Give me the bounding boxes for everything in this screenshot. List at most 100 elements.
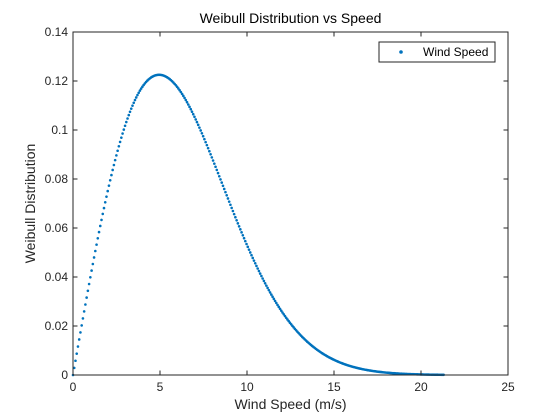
axes [72,31,509,376]
data-point [210,156,214,159]
data-point [183,96,186,100]
data-point [229,203,232,207]
data-point [127,113,131,117]
data-point [131,104,134,107]
data-point [75,352,79,355]
data-point [214,165,217,169]
data-point [248,251,252,254]
data-point [206,146,210,150]
data-point [81,317,85,320]
data-point [182,94,185,98]
data-point [257,269,261,273]
legend: Wind Speed [378,41,496,63]
y-tick-label: 0.12 [45,74,69,88]
data-point [117,144,121,148]
data-point [230,206,233,210]
data-point [136,93,139,97]
data-point [186,103,190,106]
data-point [180,92,184,96]
data-point [184,98,188,102]
data-point [98,224,102,228]
legend-label: Wind Speed [423,45,488,59]
x-axis-label: Wind Speed (m/s) [234,396,346,412]
x-tick-label: 25 [501,380,515,394]
data-point [273,299,277,303]
data-point [189,107,193,111]
data-point [80,324,83,327]
data-point [194,118,198,121]
data-point [258,272,262,275]
data-point [219,178,222,181]
x-tick-label: 0 [70,380,77,394]
data-point [242,236,246,240]
data-point [134,96,138,99]
data-point [129,107,133,110]
data-point [85,296,88,299]
data-point [272,297,276,301]
data-point [76,345,80,348]
y-tick-label: 0.06 [45,221,69,235]
data-point [188,105,191,109]
data-point [120,136,123,139]
data-point [116,149,119,153]
data-point [211,159,215,162]
data-point [203,137,206,141]
x-tick-label: 15 [327,380,341,394]
data-point [126,117,129,120]
data-point [79,331,82,334]
data-point [106,189,110,193]
data-point [138,89,142,92]
data-point [96,237,100,240]
data-point [267,288,271,292]
data-point [262,279,266,283]
data-point [208,149,211,153]
data-point [100,218,103,222]
plot-area [73,32,508,375]
data-point [90,269,93,272]
data-point [234,215,237,219]
data-point [125,120,128,124]
data-point [185,100,189,104]
data-point [245,242,248,246]
data-point [201,134,205,138]
data-point [84,303,87,306]
data-point [199,129,202,132]
data-point [274,301,278,305]
data-point [195,120,199,124]
data-point [118,140,122,144]
data-point [89,275,92,279]
data-point [128,110,132,114]
data-point [220,181,224,184]
data-point [252,259,256,262]
data-point [260,274,263,278]
data-point [221,184,225,188]
data-point [92,256,96,259]
data-point [86,289,90,293]
data-point [222,187,226,191]
data-point [271,295,274,299]
data-point [205,143,209,147]
data-point [239,228,242,231]
y-tick-label: 0.08 [45,172,69,186]
data-point [236,222,240,225]
data-point [82,310,86,313]
data-point [91,262,95,266]
data-point [251,256,255,260]
data-point [105,195,108,198]
x-tick-label: 5 [157,380,164,394]
data-points [71,73,445,377]
data-point [217,174,221,178]
data-point [190,110,194,113]
data-point [266,286,269,290]
data-point [270,293,273,296]
data-point [247,248,251,251]
data-point [209,152,212,156]
y-tick-label: 0.04 [45,270,69,284]
data-point [95,243,98,246]
y-axis-label: Weibull Distribution [22,144,38,264]
data-point [121,132,124,135]
data-point [227,200,231,203]
data-point [111,168,114,172]
data-point [108,179,112,182]
